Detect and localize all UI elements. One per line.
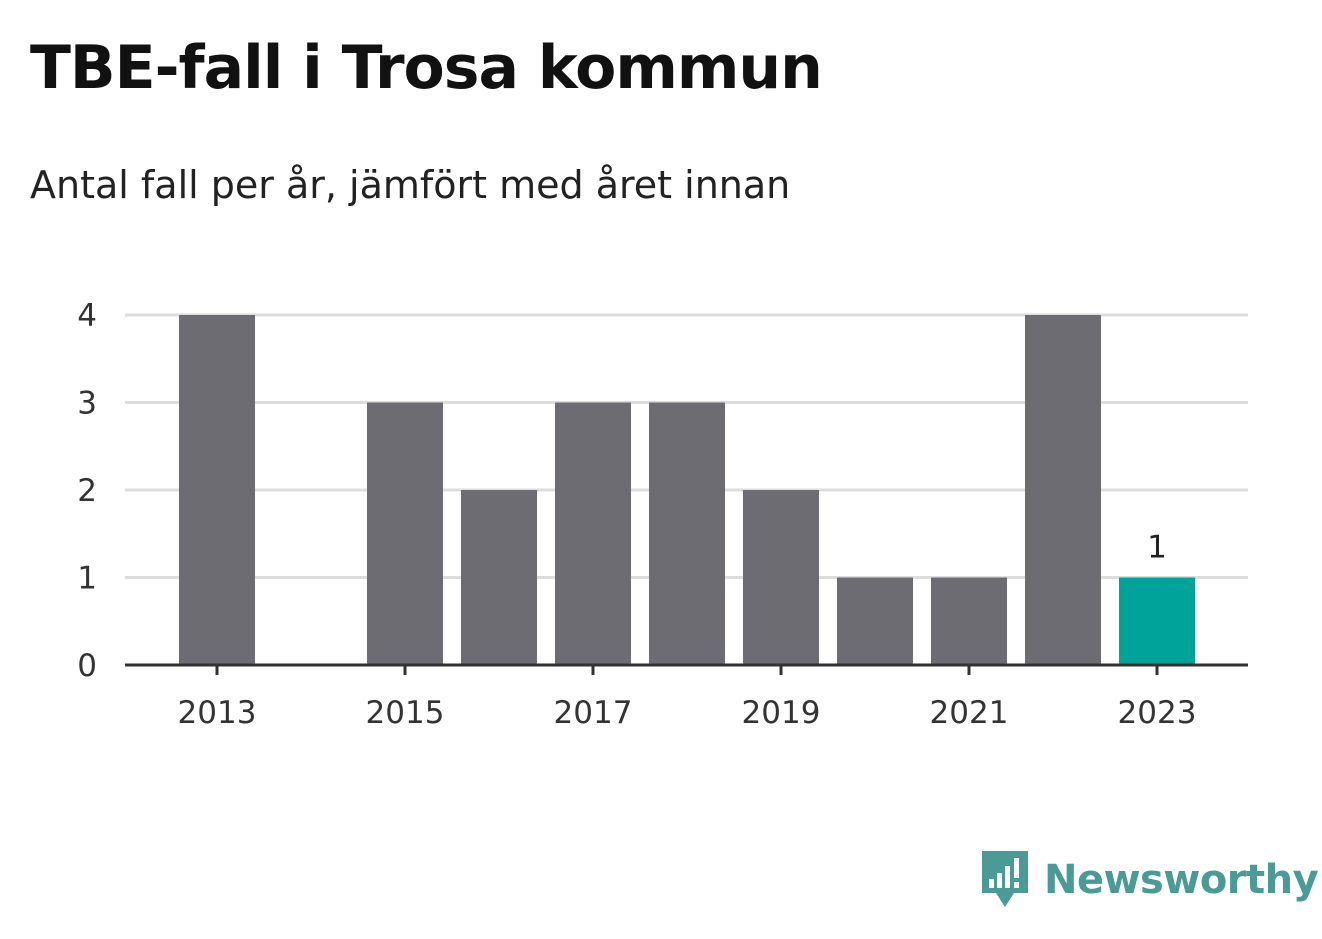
x-tick-label: 2021 (930, 695, 1009, 731)
y-tick-label: 4 (77, 298, 97, 334)
y-tick-label: 0 (77, 648, 97, 684)
x-tick-label: 2017 (554, 695, 633, 731)
y-tick-label: 1 (77, 561, 97, 597)
chart-title: TBE-fall i Trosa kommun (30, 33, 823, 103)
x-tick-label: 2023 (1118, 695, 1197, 731)
y-tick-label: 2 (77, 473, 97, 509)
bar (367, 402, 443, 665)
bar (931, 577, 1007, 665)
x-tick-label: 2015 (366, 695, 445, 731)
bar (461, 490, 537, 665)
x-tick-label: 2013 (178, 695, 257, 731)
y-tick-label: 3 (77, 386, 97, 422)
data-label: 1 (1147, 530, 1167, 566)
newsworthy-logo-icon (982, 851, 1028, 907)
bar-highlight (1119, 577, 1195, 665)
bar (1025, 315, 1101, 665)
bar (555, 402, 631, 665)
bar (179, 315, 255, 665)
bar (837, 577, 913, 665)
x-tick-label: 2019 (742, 695, 821, 731)
bar (649, 402, 725, 665)
bar (743, 490, 819, 665)
chart-subtitle: Antal fall per år, jämfört med året inna… (30, 163, 791, 207)
brand-name: Newsworthy (1044, 857, 1319, 903)
brand-logo: Newsworthy (980, 848, 1319, 912)
